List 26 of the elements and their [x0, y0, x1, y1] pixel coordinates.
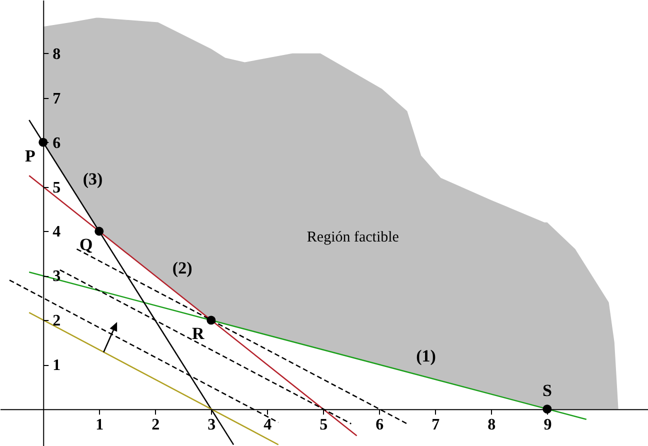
annotation: R [192, 324, 206, 344]
y-tick-label: 5 [52, 179, 61, 196]
x-tick-label: 8 [488, 416, 496, 434]
x-tick-label: 1 [96, 416, 104, 434]
y-tick-label: 6 [52, 134, 61, 152]
annotation: (2) [172, 258, 192, 278]
x-tick-label: 4 [264, 416, 272, 434]
x-tick-label: 9 [544, 416, 552, 434]
annotation: S [542, 381, 552, 400]
point [206, 316, 216, 325]
y-tick-label: 2 [52, 312, 61, 330]
y-tick-label: 4 [52, 224, 61, 241]
x-tick-label: 2 [152, 416, 160, 434]
y-tick-label: 7 [52, 90, 61, 108]
y-tick-label: 1 [52, 357, 61, 374]
x-tick-label: 7 [432, 416, 440, 434]
x-tick-label: 3 [208, 416, 216, 434]
annotation: P [24, 146, 36, 166]
x-tick-label: 6 [376, 416, 384, 434]
annotation: (3) [82, 170, 103, 189]
annotation: Región factible [306, 230, 400, 246]
annotation: (1) [416, 346, 436, 366]
x-tick-label: 5 [320, 416, 328, 434]
annotation: Q [80, 235, 93, 254]
point [94, 226, 104, 236]
y-tick-label: 8 [52, 46, 61, 63]
